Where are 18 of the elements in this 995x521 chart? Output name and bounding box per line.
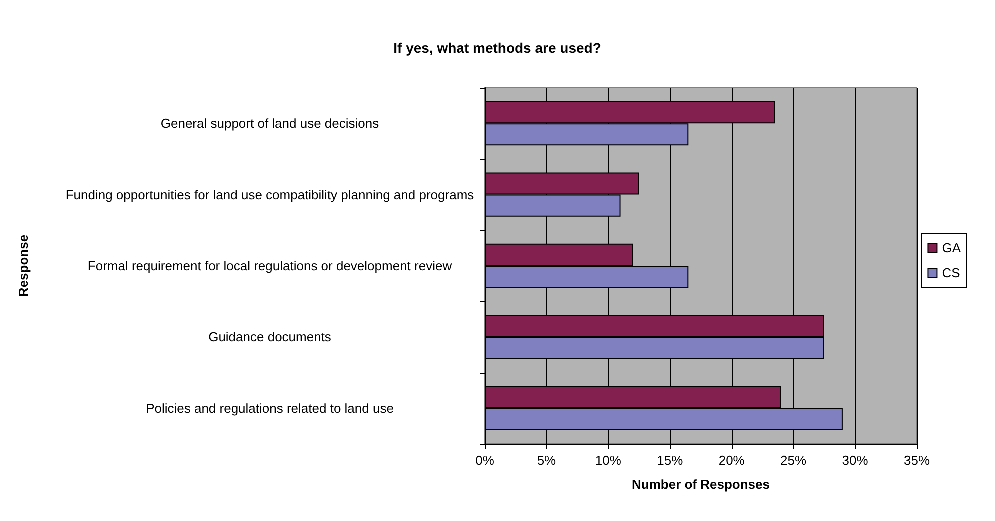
legend-label: GA: [942, 240, 962, 256]
x-tick-label: 35%: [904, 453, 930, 468]
y-tick-label: Funding opportunities for land use compatibility planning and programs: [66, 187, 475, 202]
y-tick-label: General support of land use decisions: [160, 116, 380, 132]
x-tick-label: 0%: [476, 453, 495, 468]
x-axis-title: Number of Responses: [632, 477, 770, 492]
x-tick-label: 10%: [595, 453, 622, 468]
y-tick-label: Guidance documents: [208, 330, 332, 345]
y-axis-title: Response: [16, 234, 31, 298]
x-tick-label: 20%: [718, 453, 746, 468]
x-tick-label: 5%: [537, 453, 557, 468]
x-tick-label: 30%: [842, 453, 869, 468]
x-tick-label: 15%: [657, 453, 684, 468]
x-tick-label: 25%: [780, 453, 808, 468]
chart-title: If yes, what methods are used?: [394, 40, 602, 56]
legend-label: CS: [942, 266, 961, 280]
y-tick-label: Formal requirement for local regulations or development review: [88, 258, 453, 274]
y-tick-label: Policies and regulations related to land use: [146, 400, 394, 416]
